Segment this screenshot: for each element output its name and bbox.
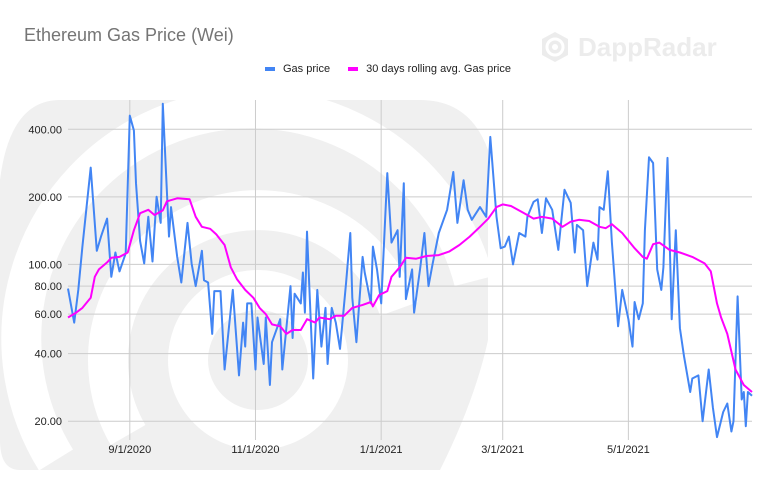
chart-legend: Gas price 30 days rolling avg. Gas price xyxy=(0,63,776,75)
legend-swatch-magenta xyxy=(348,67,359,71)
grid-lines xyxy=(68,100,752,440)
y-tick-label: 40.00 xyxy=(34,349,62,361)
legend-item-rolling-avg[interactable]: 30 days rolling avg. Gas price xyxy=(348,63,511,75)
x-axis-ticks: 9/1/2020 11/1/2020 1/1/2021 3/1/2021 5/1/202… xyxy=(108,444,649,456)
y-tick-label: 400.00 xyxy=(28,124,62,136)
dappradar-logo-watermark xyxy=(0,88,494,471)
x-tick-label: 1/1/2021 xyxy=(360,444,403,456)
dappradar-logo-icon xyxy=(542,32,568,62)
chart-title: Ethereum Gas Price (Wei) xyxy=(24,25,234,45)
x-tick-label: 11/1/2020 xyxy=(231,444,279,456)
y-axis-ticks: 20.00 40.00 60.00 80.00 100.00 200.00 400.00 xyxy=(28,124,62,428)
gas-price-line xyxy=(67,102,753,439)
y-tick-label: 20.00 xyxy=(34,416,62,428)
x-tick-label: 5/1/2021 xyxy=(607,444,650,456)
y-tick-label: 80.00 xyxy=(34,281,62,293)
series-lines xyxy=(67,102,753,439)
legend-item-gas-price[interactable]: Gas price xyxy=(265,63,330,75)
legend-label: Gas price xyxy=(283,63,331,75)
y-tick-label: 60.00 xyxy=(34,309,62,321)
dappradar-wordmark: DappRadar xyxy=(578,31,717,62)
rolling-avg-line xyxy=(67,197,753,393)
legend-swatch-blue xyxy=(265,67,275,71)
y-tick-label: 100.00 xyxy=(28,259,62,271)
legend-label: 30 days rolling avg. Gas price xyxy=(366,63,511,75)
dappradar-watermark: DappRadar xyxy=(538,30,717,64)
x-tick-label: 3/1/2021 xyxy=(481,444,524,456)
y-tick-label: 200.00 xyxy=(28,192,62,204)
x-tick-label: 9/1/2020 xyxy=(108,444,151,456)
